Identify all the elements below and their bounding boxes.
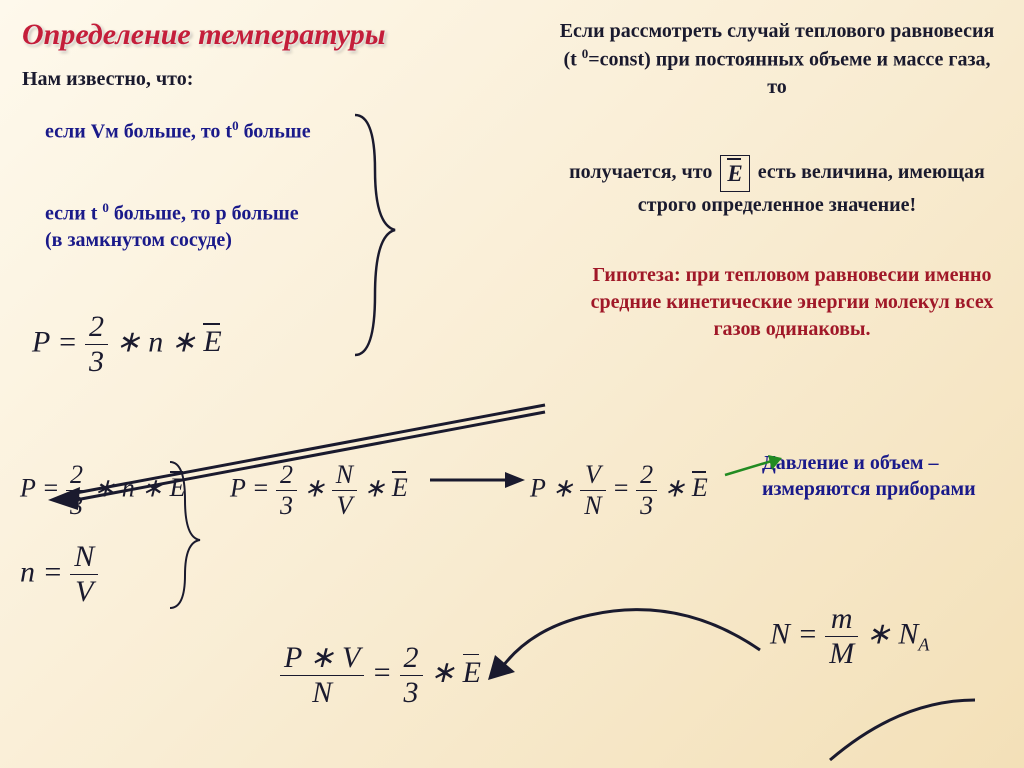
sym-2: 2 [636, 460, 657, 491]
cond2-text-c: (в замкнутом сосуде) [45, 229, 232, 251]
page-title: Определение температуры [22, 18, 386, 52]
sym-mul: ∗ [858, 617, 898, 650]
sym-eq: = [364, 656, 399, 689]
sym-Ebar: E [463, 656, 481, 689]
sym-N: N [332, 460, 357, 491]
cond1-text-a: если Vм больше, то t [45, 121, 232, 143]
sym-eq: = [606, 473, 637, 502]
formula-p-nv: P = 23 ∗ NV ∗ E [230, 460, 408, 521]
hypothesis-text: Гипотеза: при тепловом равновесии именно… [582, 262, 1002, 343]
formula-pvn-final: P ∗ VN = 23 ∗ E [280, 640, 481, 710]
sym-3: 3 [66, 491, 87, 521]
sym-Ebar: E [692, 473, 708, 502]
sym-3: 3 [276, 491, 297, 521]
sym-P: P [32, 325, 50, 358]
sym-mul: ∗ [423, 656, 463, 689]
measure-text: Давление и объем – измеряются приборами [762, 450, 1002, 502]
sym-mul: ∗ [297, 473, 332, 502]
condition-2: если t 0 больше, то p больше (в замкнуто… [45, 200, 325, 253]
right-paragraph-1: Если рассмотреть случай теплового равнов… [552, 18, 1002, 101]
sym-3: 3 [400, 676, 423, 710]
sym-N: N [280, 676, 364, 710]
sym-mul: ∗ [357, 473, 392, 502]
sym-n: n [20, 555, 35, 588]
sym-N: N [70, 540, 98, 575]
e-bar-boxed: E [720, 155, 749, 192]
sym-2: 2 [85, 310, 108, 345]
sym-N: N [580, 491, 605, 521]
sym-V: V [342, 641, 360, 674]
sym-mul: ∗ [657, 473, 692, 502]
sym-n: n [122, 473, 135, 502]
sym-eq: = [50, 325, 85, 358]
sym-mul: ∗ [163, 325, 203, 358]
sym-N: N [770, 617, 790, 650]
formula-avogadro: N = mM ∗ NA [770, 602, 929, 671]
right2-a: получается, что [569, 161, 717, 183]
sym-eq: = [35, 555, 70, 588]
condition-1: если Vм больше, то t0 больше [45, 118, 325, 145]
sym-3: 3 [636, 491, 657, 521]
sym-Ebar: E [203, 325, 221, 358]
sym-V: V [332, 491, 357, 521]
sym-2: 2 [276, 460, 297, 491]
sym-mul: ∗ [87, 473, 122, 502]
sym-Asub: A [918, 634, 929, 654]
right-paragraph-2: получается, что E есть величина, имеющая… [552, 155, 1002, 219]
sym-P: P [530, 473, 545, 502]
sym-3: 3 [85, 345, 108, 379]
sym-eq: = [35, 473, 66, 502]
right1-b: (t [563, 49, 581, 71]
sym-2: 2 [66, 460, 87, 491]
formula-pvn: P ∗ VN = 23 ∗ E [530, 460, 708, 521]
right1-a: Если рассмотреть случай теплового равнов… [560, 20, 995, 42]
sym-mul: ∗ [545, 473, 580, 502]
sym-2: 2 [400, 641, 423, 676]
sym-eq: = [245, 473, 276, 502]
sym-P: P [284, 641, 302, 674]
sym-NA: N [898, 617, 918, 650]
right1-c: =const) при постоянных объеме и массе га… [588, 49, 990, 98]
cond2-text-a: если t [45, 203, 102, 225]
sym-P: P [230, 473, 245, 502]
known-label: Нам известно, что: [22, 68, 193, 91]
cond2-text-b: больше, то p больше [109, 203, 299, 225]
sym-M: M [825, 637, 858, 671]
formula-concentration: n = NV [20, 540, 98, 609]
sym-Ebar: E [170, 473, 186, 502]
formula-p-repeat: P = 23 ∗ n ∗ E [20, 460, 185, 521]
sym-mul: ∗ [108, 325, 148, 358]
sym-eq: = [790, 617, 825, 650]
sym-n: n [148, 325, 163, 358]
sym-Ebar: E [392, 473, 408, 502]
cond1-text-b: больше [239, 121, 311, 143]
sym-V: V [580, 460, 605, 491]
formula-main-pressure: P = 23 ∗ n ∗ E [32, 310, 222, 379]
sym-mul: ∗ [302, 641, 342, 674]
sym-mul: ∗ [135, 473, 170, 502]
sym-V: V [70, 575, 98, 609]
sym-P: P [20, 473, 35, 502]
sym-m: m [825, 602, 858, 637]
